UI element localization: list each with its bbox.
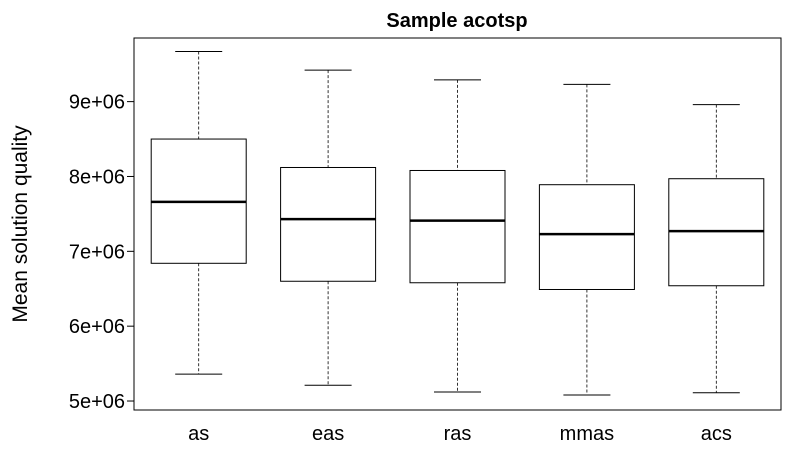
iqr-box [409, 169, 506, 284]
y-tick-label: 8e+06 [69, 166, 125, 188]
x-tick-label: as [188, 423, 209, 445]
iqr-box [280, 166, 377, 282]
box-eas [280, 69, 377, 386]
iqr-box [538, 184, 635, 290]
box-mmas [538, 83, 635, 396]
chart-title: Sample acotsp [386, 10, 527, 32]
y-tick-label: 5e+06 [69, 391, 125, 413]
box-acs [668, 104, 765, 394]
y-tick-label: 7e+06 [69, 241, 125, 263]
boxes-group [150, 50, 765, 396]
box-as [150, 50, 247, 375]
x-tick-label: acs [701, 423, 732, 445]
box-ras [409, 79, 506, 393]
plot-frame [133, 37, 782, 411]
x-tick-label: mmas [560, 423, 614, 445]
x-axis: as eas ras mmas acs [188, 423, 732, 445]
y-axis: 5e+06 6e+06 7e+06 8e+06 9e+06 [69, 92, 134, 413]
x-tick-label: ras [444, 423, 472, 445]
y-axis-label: Mean solution quality [9, 125, 32, 323]
y-tick-label: 9e+06 [69, 92, 125, 114]
x-tick-label: eas [312, 423, 344, 445]
y-tick-label: 6e+06 [69, 316, 125, 338]
